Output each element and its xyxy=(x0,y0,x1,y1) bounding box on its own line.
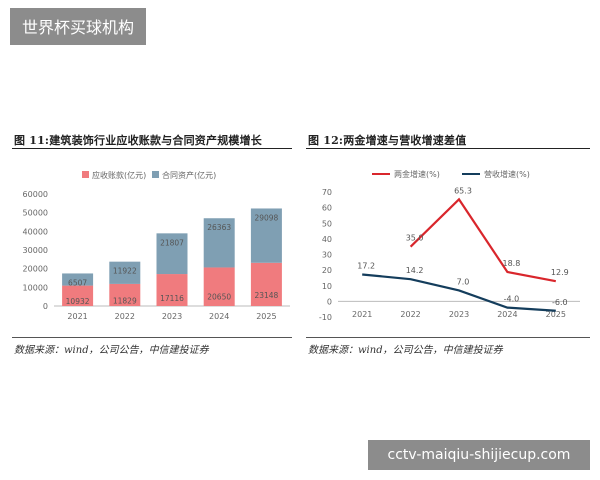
site-title-badge: 世界杯买球机构 xyxy=(10,8,147,45)
data-label-1-2021: 17.2 xyxy=(357,262,375,271)
legend-label-0: 应收账款(亿元) xyxy=(92,170,146,180)
bar-0-2021 xyxy=(62,285,94,306)
figure-11-chart: 应收账款(亿元) 合同资产(亿元) 0 10000 20000 30000 40000 500… xyxy=(23,170,290,321)
bar-label-1-2021: 6507 xyxy=(68,278,87,287)
bar-label-1-2024: 26363 xyxy=(207,223,231,232)
y-tick-label-0: -10 xyxy=(319,313,332,322)
x-tick-label-2023: 2023 xyxy=(162,312,182,321)
y-tick-label-3: 20 xyxy=(322,266,332,275)
x-tick-label-2021: 2021 xyxy=(352,310,372,319)
data-label-0-2023: 65.3 xyxy=(454,186,472,195)
bar-0-2022 xyxy=(109,283,141,306)
x-tick-label-2024: 2024 xyxy=(209,312,229,321)
legend-swatch-1 xyxy=(152,171,159,178)
legend-label-0: 两金增速(%) xyxy=(394,169,440,179)
legend-label-1: 营收增速(%) xyxy=(484,169,530,179)
figure-12-source: 数据来源：wind，公司公告，中信建投证券 xyxy=(308,345,503,356)
y-tick-label-5: 50000 xyxy=(23,209,48,218)
y-tick-label-6: 50 xyxy=(322,219,332,228)
y-tick-label-7: 60 xyxy=(322,204,332,213)
bar-1-2021 xyxy=(62,273,94,286)
x-tick-label-2021: 2021 xyxy=(67,312,87,321)
legend-label-1: 合同资产(亿元) xyxy=(162,170,216,180)
bar-label-0-2025: 23148 xyxy=(254,291,278,300)
bar-0-2023 xyxy=(156,274,188,306)
figure-11-source: 数据来源：wind，公司公告，中信建投证券 xyxy=(14,345,209,356)
y-tick-label-5: 40 xyxy=(322,235,332,244)
data-label-0-2025: 12.9 xyxy=(551,268,569,277)
figure-12-title: 图 12:两金增速与营收增速差值 xyxy=(308,134,467,147)
bar-label-1-2023: 21807 xyxy=(160,238,184,247)
y-tick-label-1: 10000 xyxy=(23,283,48,292)
x-tick-label-2025: 2025 xyxy=(256,312,276,321)
data-label-1-2024: -4.0 xyxy=(504,295,520,304)
y-tick-label-3: 30000 xyxy=(23,246,48,255)
bar-0-2025 xyxy=(250,262,282,306)
series-line-1 xyxy=(362,273,556,312)
figure-12-top-rule xyxy=(306,148,590,149)
bar-1-2024 xyxy=(203,218,235,268)
series-line-0 xyxy=(409,197,557,283)
bar-1-2025 xyxy=(250,208,282,263)
y-tick-label-0: 0 xyxy=(43,302,48,311)
y-tick-label-1: 0 xyxy=(327,297,332,306)
bar-1-2022 xyxy=(109,261,141,284)
data-label-1-2025: -6.0 xyxy=(552,298,568,307)
figure-11-bottom-rule xyxy=(12,337,292,338)
bar-label-0-2021: 10932 xyxy=(66,297,90,306)
x-tick-label-2024: 2024 xyxy=(497,310,517,319)
y-tick-label-2: 10 xyxy=(322,282,332,291)
bar-label-1-2022: 11922 xyxy=(113,267,137,276)
figure-12-bottom-rule xyxy=(306,337,590,338)
data-label-0-2024: 18.8 xyxy=(502,259,520,268)
bar-0-2024 xyxy=(203,267,235,306)
x-tick-label-2022: 2022 xyxy=(115,312,135,321)
figure-11-top-rule xyxy=(12,148,292,149)
legend-swatch-0 xyxy=(82,171,89,178)
bar-label-0-2023: 17116 xyxy=(160,294,184,303)
y-tick-label-4: 30 xyxy=(322,251,332,260)
y-tick-label-2: 20000 xyxy=(23,265,48,274)
x-tick-label-2022: 2022 xyxy=(400,310,420,319)
data-label-1-2023: 7.0 xyxy=(457,277,470,286)
bar-1-2023 xyxy=(156,233,188,275)
bar-label-0-2022: 11829 xyxy=(113,296,137,305)
data-label-0-2022: 35.0 xyxy=(406,234,424,243)
y-tick-label-4: 40000 xyxy=(23,227,48,236)
y-tick-label-8: 70 xyxy=(322,188,332,197)
bar-label-0-2024: 20650 xyxy=(207,292,231,301)
figure-12-chart: 两金增速(%) 营收增速(%) -10 0 10 20 30 40 50 60 70 2021 2022… xyxy=(319,169,580,322)
data-label-1-2022: 14.2 xyxy=(406,266,424,275)
y-tick-label-6: 60000 xyxy=(23,190,48,199)
x-tick-label-2023: 2023 xyxy=(449,310,469,319)
site-domain-badge: cctv-maiqiu-shijiecup.com xyxy=(368,440,590,470)
figure-11-title: 图 11:建筑装饰行业应收账款与合同资产规模增长 xyxy=(14,134,262,147)
x-tick-label-2025: 2025 xyxy=(546,310,566,319)
bar-label-1-2025: 29098 xyxy=(254,213,278,222)
